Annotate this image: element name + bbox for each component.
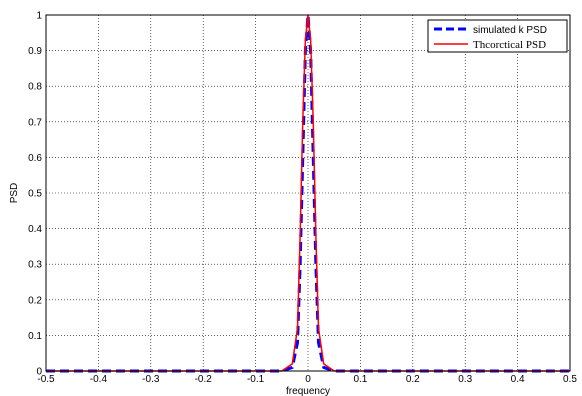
y-tick-label: 0.7 [28,117,42,128]
x-tick-label: 0.4 [511,374,525,385]
x-tick-label: 0.3 [458,374,472,385]
x-tick-label: -0.2 [195,374,213,385]
legend-label-theoretical: Thcorctical PSD [473,39,546,51]
series-simulated-psd-line [46,13,570,373]
x-tick-label: -0.3 [142,374,160,385]
x-tick-label: 0.5 [563,374,577,385]
x-tick-label: 0 [305,374,311,385]
legend-label-simulated: simulated k PSD [473,25,547,36]
x-tick-label: -0.1 [247,374,265,385]
y-axis-label: PSD [9,183,20,204]
legend: simulated k PSD Thcorctical PSD [427,19,568,53]
y-tick-label: 0.8 [28,82,42,93]
x-tick-label: -0.4 [90,374,108,385]
y-tick-label: 0.6 [28,153,42,164]
axis-ticks: -0.5 -0.4 -0.3 -0.2 -0.1 0 0.1 0.2 0.3 0.4 0.5 0 0.1… [28,11,577,386]
y-tick-label: 1 [36,11,42,22]
y-tick-label: 0.4 [28,224,42,235]
plot-frame [45,14,571,372]
y-tick-label: 0.9 [28,46,42,57]
x-axis-label: frequency [286,386,330,396]
x-tick-label: -0.5 [37,374,55,385]
x-tick-label: 0.2 [406,374,420,385]
legend-box [427,19,568,53]
x-tick-label: 0.1 [353,374,367,385]
y-tick-label: 0.3 [28,260,42,271]
y-tick-label: 0.2 [28,295,42,306]
y-tick-label: 0.5 [28,189,42,200]
y-tick-label: 0 [36,367,42,378]
y-tick-label: 0.1 [28,331,42,342]
